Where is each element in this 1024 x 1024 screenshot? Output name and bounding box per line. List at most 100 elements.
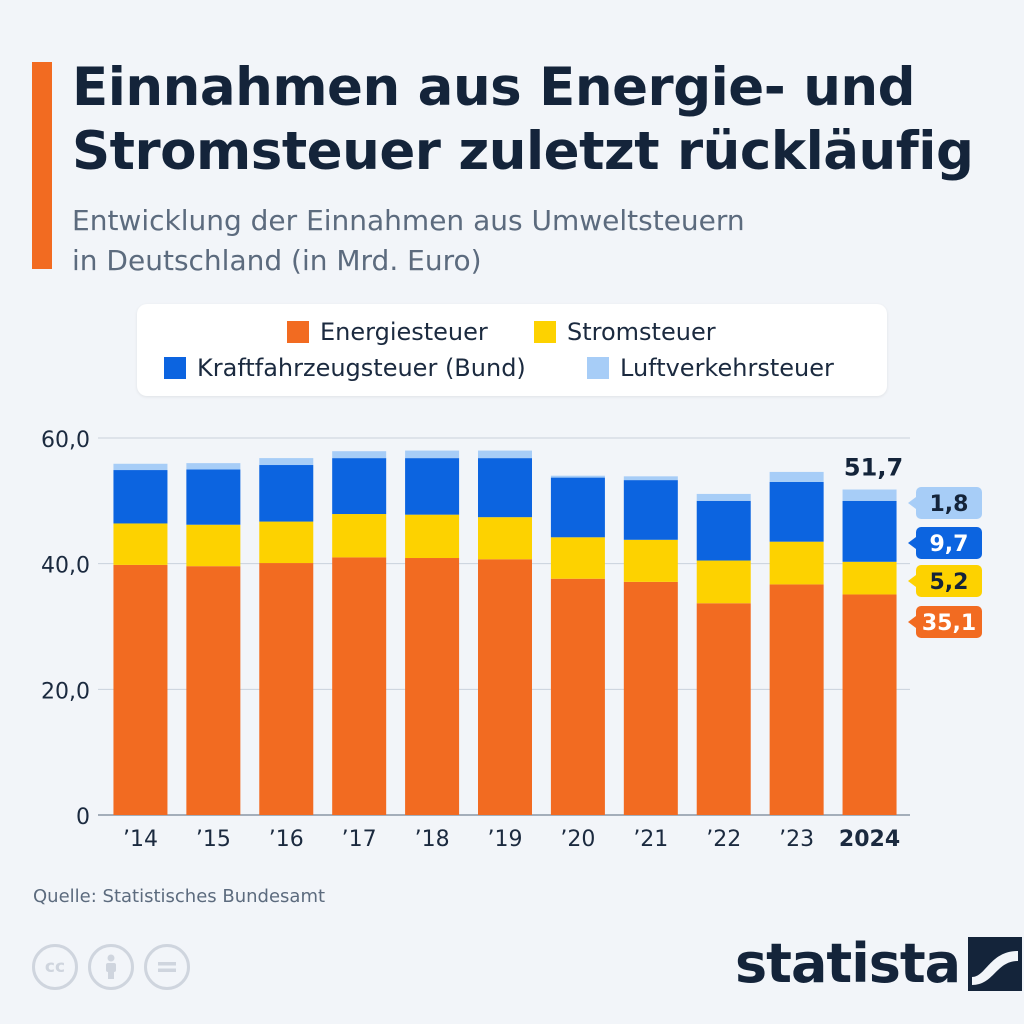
bar-segment-kraftfahrzeugsteuer-bund (769, 481, 824, 542)
bar-segment-luftverkehrsteuer (478, 450, 532, 459)
page-title: Einnahmen aus Energie- und Stromsteuer z… (72, 56, 1012, 184)
x-tick-label: 2024 (839, 827, 900, 852)
bar-segment-energiesteuer (113, 564, 168, 815)
x-tick-label: ’17 (342, 827, 377, 852)
bar-segment-luftverkehrsteuer (550, 475, 605, 478)
statista-logo[interactable]: statista (735, 932, 1023, 995)
legend-label-luftverkehrsteuer: Luftverkehrsteuer (620, 354, 834, 382)
license-icons: cc (32, 944, 200, 990)
accent-bar (32, 62, 52, 269)
bar-segment-energiesteuer (332, 557, 387, 815)
bar-segment-stromsteuer (405, 514, 460, 559)
legend-item-luftverkehrsteuer: Luftverkehrsteuer (587, 354, 834, 382)
bar-segment-kraftfahrzeugsteuer-bund (113, 470, 168, 524)
bar-segment-energiesteuer (623, 581, 678, 815)
bar-segment-luftverkehrsteuer (623, 476, 678, 481)
bar-segment-energiesteuer (696, 603, 751, 815)
total-data-label: 51,7 (844, 454, 903, 482)
bar-segment-luftverkehrsteuer (696, 493, 751, 501)
bar-segment-stromsteuer (478, 517, 532, 560)
x-tick-label: ’19 (488, 827, 523, 852)
legend-item-kraftfahrzeugsteuer: Kraftfahrzeugsteuer (Bund) (164, 354, 526, 382)
segment-data-label: 1,8 (930, 492, 969, 517)
stacked-bar-chart: 0 20,0 40,0 60,0 ’14 ’15 ’16 ’17 ’18 ’19 ’20 ’21 ’22… (41, 428, 982, 852)
x-tick-label: ’23 (779, 827, 814, 852)
bar-segment-kraftfahrzeugsteuer-bund (259, 465, 314, 522)
bar-segment-energiesteuer (186, 566, 241, 815)
no-derivatives-icon[interactable] (144, 944, 190, 990)
bar-segment-energiesteuer (259, 563, 314, 815)
y-tick-label: 20,0 (41, 679, 90, 704)
legend-item-stromsteuer: Stromsteuer (534, 318, 716, 346)
callout-badge (916, 565, 982, 597)
legend-label-kraftfahrzeugsteuer: Kraftfahrzeugsteuer (Bund) (197, 354, 526, 382)
legend-swatch-luftverkehrsteuer (587, 357, 609, 379)
y-tick-label: 60,0 (41, 428, 90, 453)
legend-label-energiesteuer: Energiesteuer (320, 318, 488, 346)
title-line-2: Stromsteuer zuletzt rückläufig (72, 121, 974, 182)
bar-segment-kraftfahrzeugsteuer-bund (696, 500, 751, 561)
bar-segment-stromsteuer (623, 539, 678, 582)
page-subtitle: Entwicklung der Einnahmen aus Umweltsteu… (72, 201, 972, 281)
segment-data-label: 9,7 (930, 532, 969, 557)
bar-segment-energiesteuer (842, 594, 897, 815)
source-note: Quelle: Statistisches Bundesamt (33, 886, 326, 907)
x-tick-label: ’22 (706, 827, 741, 852)
title-line-1: Einnahmen aus Energie- und (72, 57, 916, 118)
cc-icon[interactable]: cc (32, 944, 78, 990)
bar-segment-kraftfahrzeugsteuer-bund (478, 458, 532, 518)
legend-swatch-stromsteuer (534, 321, 556, 343)
bar-segment-energiesteuer (550, 578, 605, 815)
attribution-icon[interactable] (88, 944, 134, 990)
bar-segment-luftverkehrsteuer (113, 463, 168, 471)
bar-segment-energiesteuer (769, 584, 824, 815)
y-tick-label: 40,0 (41, 554, 90, 579)
bar-segment-luftverkehrsteuer (186, 463, 241, 470)
bar-segment-kraftfahrzeugsteuer-bund (842, 500, 897, 562)
bar-segment-luftverkehrsteuer (405, 450, 460, 459)
bar-segment-stromsteuer (696, 560, 751, 604)
segment-data-label: 35,1 (922, 611, 976, 636)
bar-segment-stromsteuer (769, 541, 824, 585)
chart-legend: Energiesteuer Stromsteuer Kraftfahrzeugs… (137, 304, 887, 396)
callout-badge (916, 487, 982, 519)
bar-segment-stromsteuer (332, 514, 387, 558)
x-tick-label: ’14 (123, 827, 158, 852)
bar-segment-kraftfahrzeugsteuer-bund (405, 458, 460, 515)
bar-segment-stromsteuer (113, 523, 168, 565)
x-tick-label: ’18 (415, 827, 450, 852)
subtitle-line-2: in Deutschland (in Mrd. Euro) (72, 244, 482, 277)
statista-logo-icon (968, 936, 1023, 991)
bar-segment-stromsteuer (550, 537, 605, 579)
logo-text: statista (735, 932, 961, 995)
bar-segment-energiesteuer (478, 559, 532, 815)
legend-swatch-kraftfahrzeugsteuer (164, 357, 186, 379)
x-tick-label: ’21 (633, 827, 668, 852)
bar-segment-luftverkehrsteuer (842, 489, 897, 501)
callout-pointer (908, 537, 916, 549)
bar-segment-stromsteuer (186, 524, 241, 567)
bar-segment-kraftfahrzeugsteuer-bund (550, 477, 605, 538)
legend-item-energiesteuer: Energiesteuer (287, 318, 488, 346)
bar-segment-kraftfahrzeugsteuer-bund (186, 469, 241, 525)
legend-label-stromsteuer: Stromsteuer (567, 318, 716, 346)
bar-segment-kraftfahrzeugsteuer-bund (332, 458, 387, 515)
y-tick-label: 0 (76, 805, 90, 830)
callout-badge (916, 527, 982, 559)
callout-pointer (908, 575, 916, 587)
callout-pointer (908, 497, 916, 509)
x-tick-label: ’20 (560, 827, 595, 852)
legend-swatch-energiesteuer (287, 321, 309, 343)
bar-segment-stromsteuer (259, 521, 314, 564)
subtitle-line-1: Entwicklung der Einnahmen aus Umweltsteu… (72, 204, 745, 237)
x-tick-label: ’16 (269, 827, 304, 852)
x-tick-label: ’15 (196, 827, 231, 852)
bar-segment-luftverkehrsteuer (332, 451, 387, 459)
bar-segment-stromsteuer (842, 561, 897, 595)
bar-segment-luftverkehrsteuer (259, 458, 314, 466)
callout-badge (916, 606, 982, 638)
callout-pointer (908, 616, 916, 628)
bar-segment-kraftfahrzeugsteuer-bund (623, 480, 678, 540)
bar-segment-energiesteuer (405, 558, 460, 815)
bar-segment-luftverkehrsteuer (769, 471, 824, 482)
